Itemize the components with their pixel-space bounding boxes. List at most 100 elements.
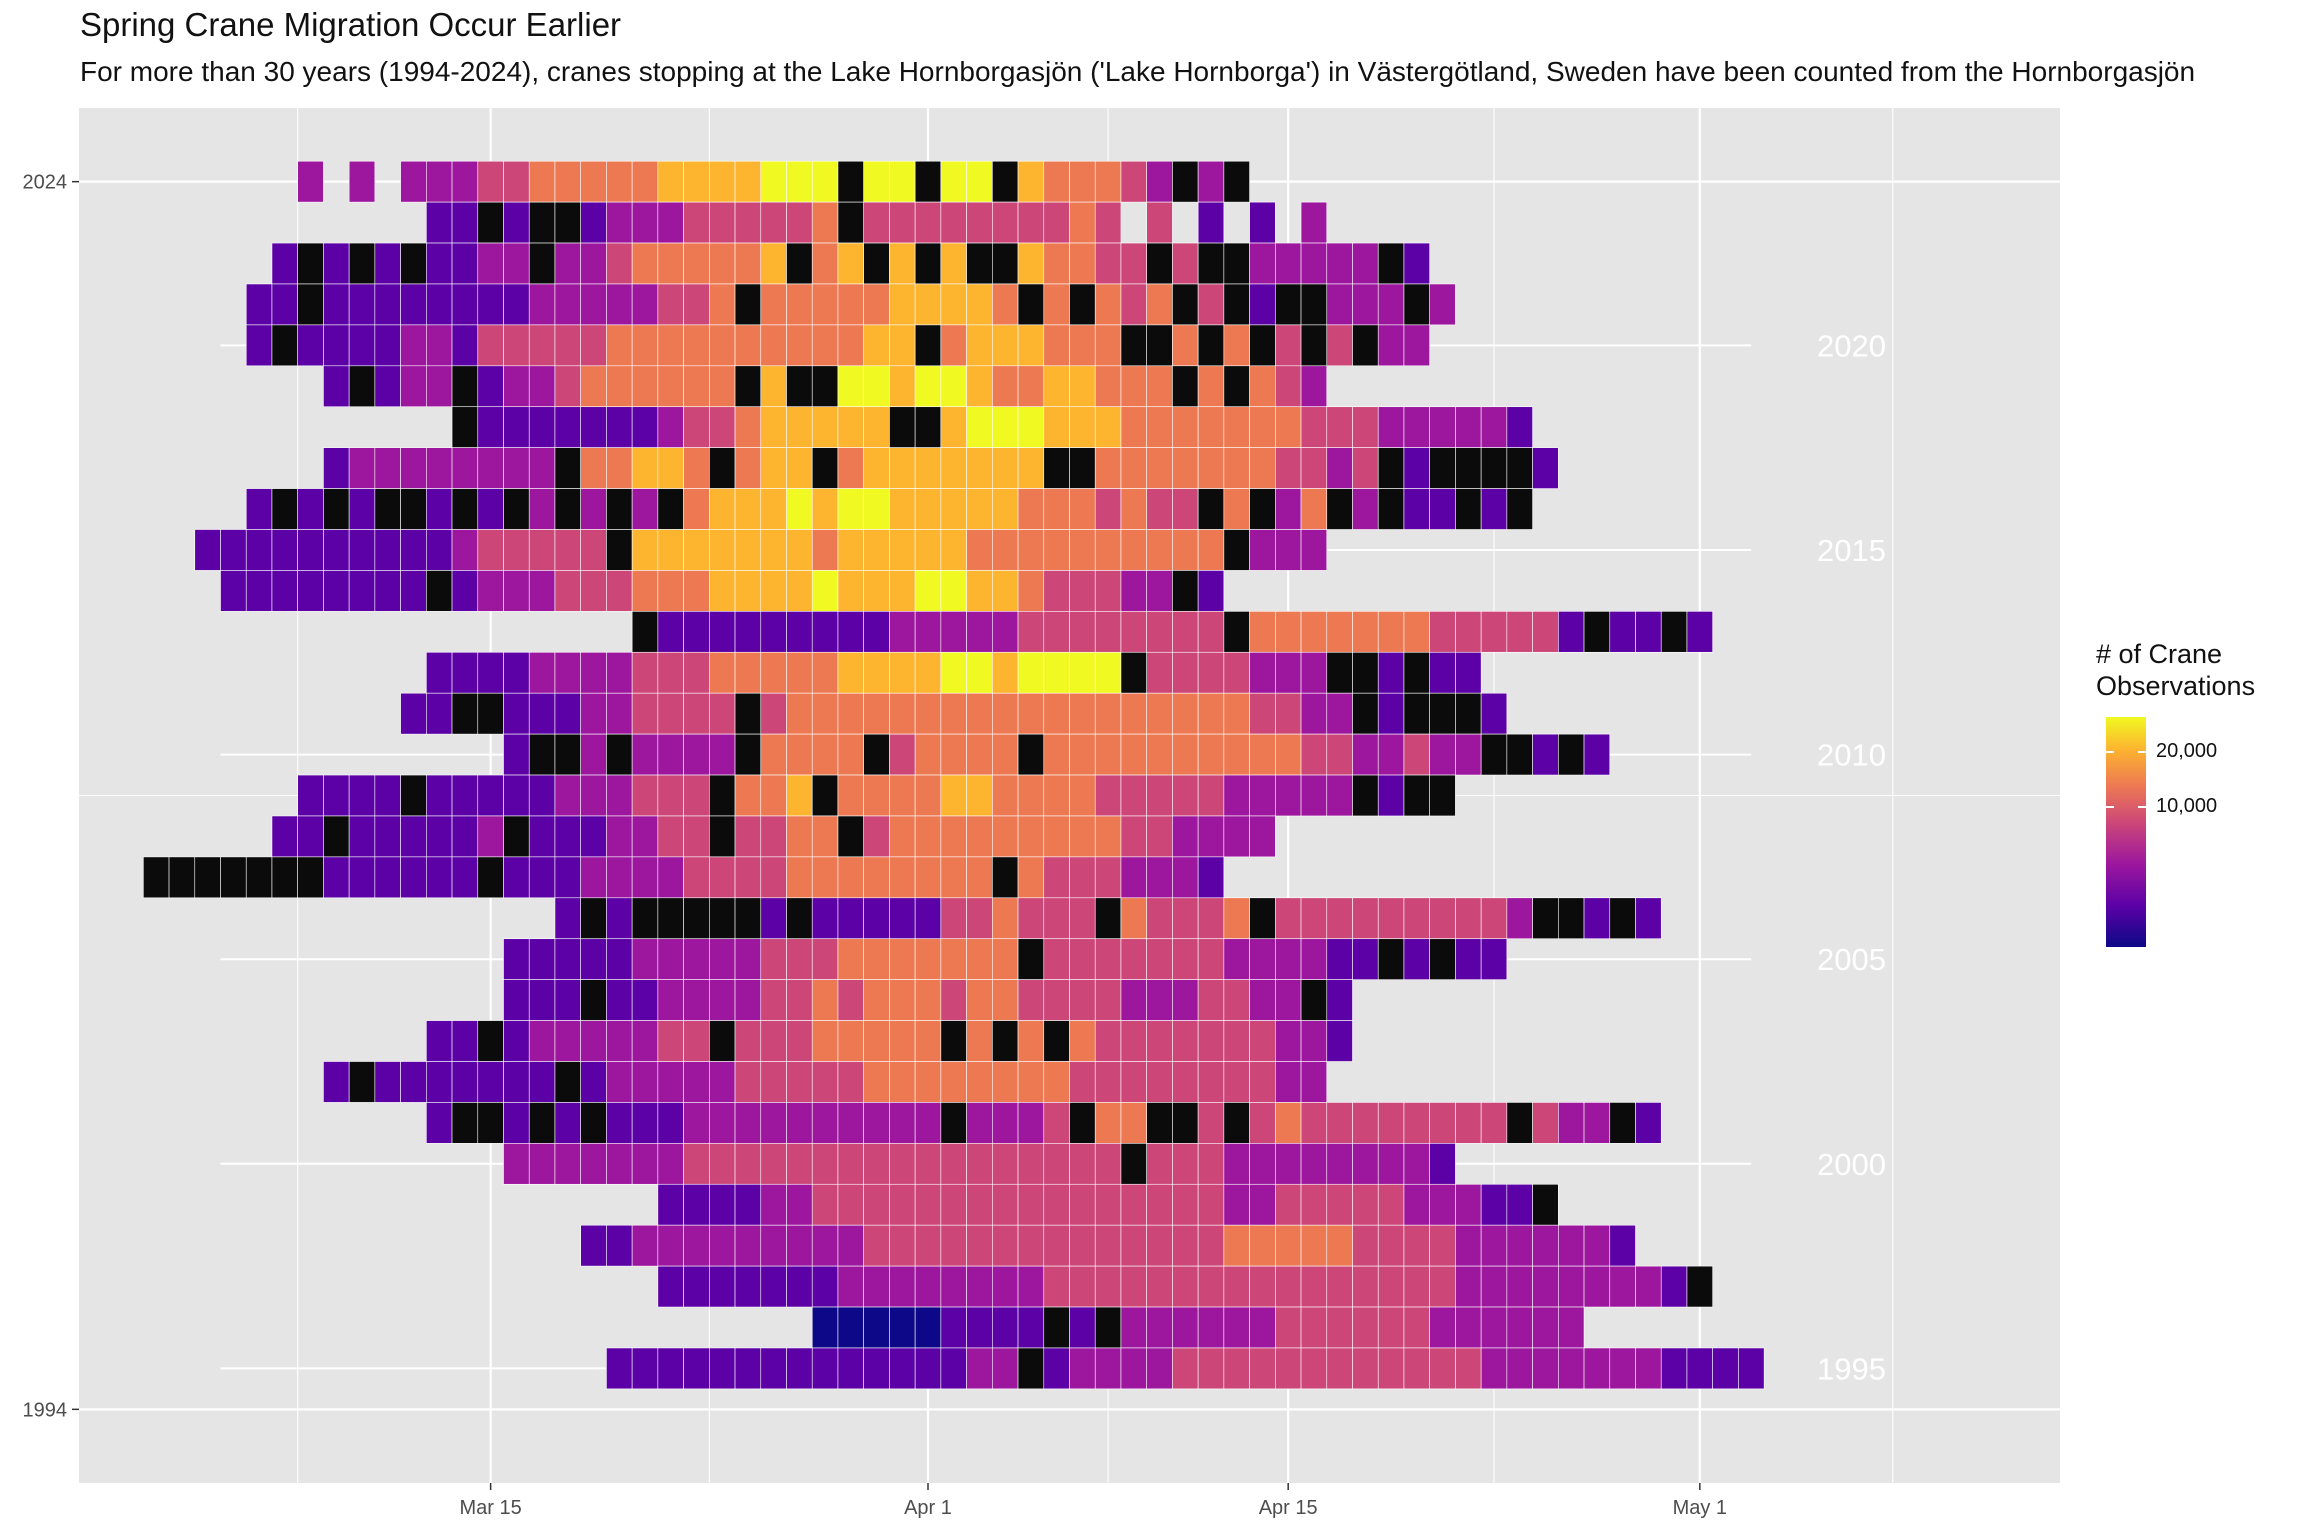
heatmap-tile [1300, 692, 1328, 735]
heatmap-tile [657, 651, 684, 694]
heatmap-tile [1197, 611, 1225, 653]
heatmap-tile [863, 1183, 890, 1226]
heatmap-tile [477, 488, 504, 530]
heatmap-tile [683, 1102, 710, 1144]
heatmap-tile [297, 570, 324, 612]
heatmap-tile [1043, 897, 1070, 940]
heatmap-tile [657, 815, 684, 858]
heatmap-tile [863, 979, 890, 1021]
heatmap-tile [606, 406, 633, 448]
heatmap-tile [1455, 733, 1482, 776]
heatmap-tile [1249, 733, 1276, 776]
heatmap-tile [683, 570, 710, 612]
heatmap-tile [709, 324, 736, 367]
heatmap-tile [528, 733, 556, 776]
y-tick-label: 1994 [23, 1399, 68, 1421]
heatmap-tile [1069, 1265, 1096, 1308]
heatmap-tile [837, 1143, 864, 1185]
heatmap-tile [863, 529, 890, 571]
heatmap-tile [966, 283, 993, 326]
heatmap-tile [400, 283, 427, 326]
heatmap-tile [889, 815, 916, 858]
heatmap-tile [1094, 365, 1122, 408]
heatmap-tile [528, 447, 556, 489]
heatmap-tile [1300, 365, 1328, 408]
axes: Mar 15 Apr 1 Apr 15 May 1 1994 2024 [23, 172, 1728, 1519]
heatmap-tile [863, 365, 890, 408]
heatmap-tile [1738, 1347, 1765, 1390]
heatmap-tile [683, 1265, 710, 1308]
heatmap-tile [966, 611, 993, 653]
heatmap-tile [528, 242, 556, 285]
heatmap-tile [1352, 1183, 1379, 1226]
heatmap-tile [606, 692, 633, 735]
heatmap-tile [477, 1020, 504, 1062]
heatmap-tile [503, 733, 530, 776]
heatmap-tile [709, 201, 736, 244]
heatmap-tile [683, 201, 710, 244]
heatmap-tile [657, 324, 684, 367]
heatmap-tile [1326, 774, 1353, 817]
heatmap-tile [940, 365, 967, 408]
heatmap-tile [1352, 283, 1379, 326]
heatmap-tile [1223, 488, 1250, 530]
heatmap-tile [837, 1183, 864, 1226]
heatmap-tile [271, 815, 298, 858]
heatmap-tile [1249, 774, 1276, 817]
heatmap-tile [1197, 1061, 1225, 1103]
heatmap-tile [168, 856, 196, 899]
heatmap-tile [1069, 1224, 1096, 1267]
heatmap-tile [1120, 651, 1147, 694]
heatmap-tile [400, 570, 427, 612]
heatmap-tile [451, 570, 479, 612]
heatmap-tile [528, 1020, 556, 1062]
heatmap-tile [734, 733, 762, 776]
heatmap-tile [1300, 1020, 1328, 1062]
heatmap-tile [914, 774, 942, 817]
heatmap-tile [837, 324, 864, 367]
heatmap-tile [554, 570, 581, 612]
heatmap-tile [1275, 1224, 1302, 1267]
heatmap-tile [966, 733, 993, 776]
heatmap-tile [1120, 815, 1147, 858]
heatmap-tile [1326, 283, 1353, 326]
heatmap-tile [323, 283, 350, 326]
heatmap-tile [914, 406, 942, 448]
heatmap-tile [1480, 1265, 1508, 1308]
heatmap-tile [683, 324, 710, 367]
heatmap-tile [1094, 488, 1122, 530]
heatmap-tile [580, 529, 607, 571]
heatmap-tile [1403, 897, 1430, 940]
heatmap-tile [554, 938, 581, 980]
heatmap-tile [1223, 897, 1250, 940]
heatmap-tile [1069, 1102, 1096, 1144]
heatmap-tile [1326, 1183, 1353, 1226]
heatmap-tile [1223, 938, 1250, 980]
heatmap-tile [811, 1224, 839, 1267]
heatmap-tile [760, 1143, 787, 1185]
heatmap-tile [1172, 856, 1199, 899]
heatmap-tile [760, 1102, 787, 1144]
heatmap-tile [1017, 242, 1045, 285]
heatmap-tile [1249, 242, 1276, 285]
heatmap-tile [1249, 447, 1276, 489]
heatmap-tile [863, 611, 890, 653]
heatmap-tile [837, 815, 864, 858]
heatmap-tile [451, 201, 479, 244]
heatmap-tile [811, 242, 839, 285]
heatmap-tile [657, 570, 684, 612]
heatmap-tile [451, 406, 479, 448]
heatmap-tile [451, 1061, 479, 1103]
heatmap-tile [1686, 611, 1713, 653]
heatmap-tile [1583, 611, 1611, 653]
heatmap-tile [528, 406, 556, 448]
heatmap-tile [1532, 1224, 1559, 1267]
heatmap-tile [297, 242, 324, 285]
heatmap-tile [1120, 283, 1147, 326]
heatmap-tile [734, 651, 762, 694]
heatmap-tile [734, 1102, 762, 1144]
heatmap-tile [1043, 856, 1070, 899]
heatmap-tile [1249, 529, 1276, 571]
x-tick-label: May 1 [1673, 1497, 1727, 1519]
heatmap-tile [863, 1347, 890, 1390]
